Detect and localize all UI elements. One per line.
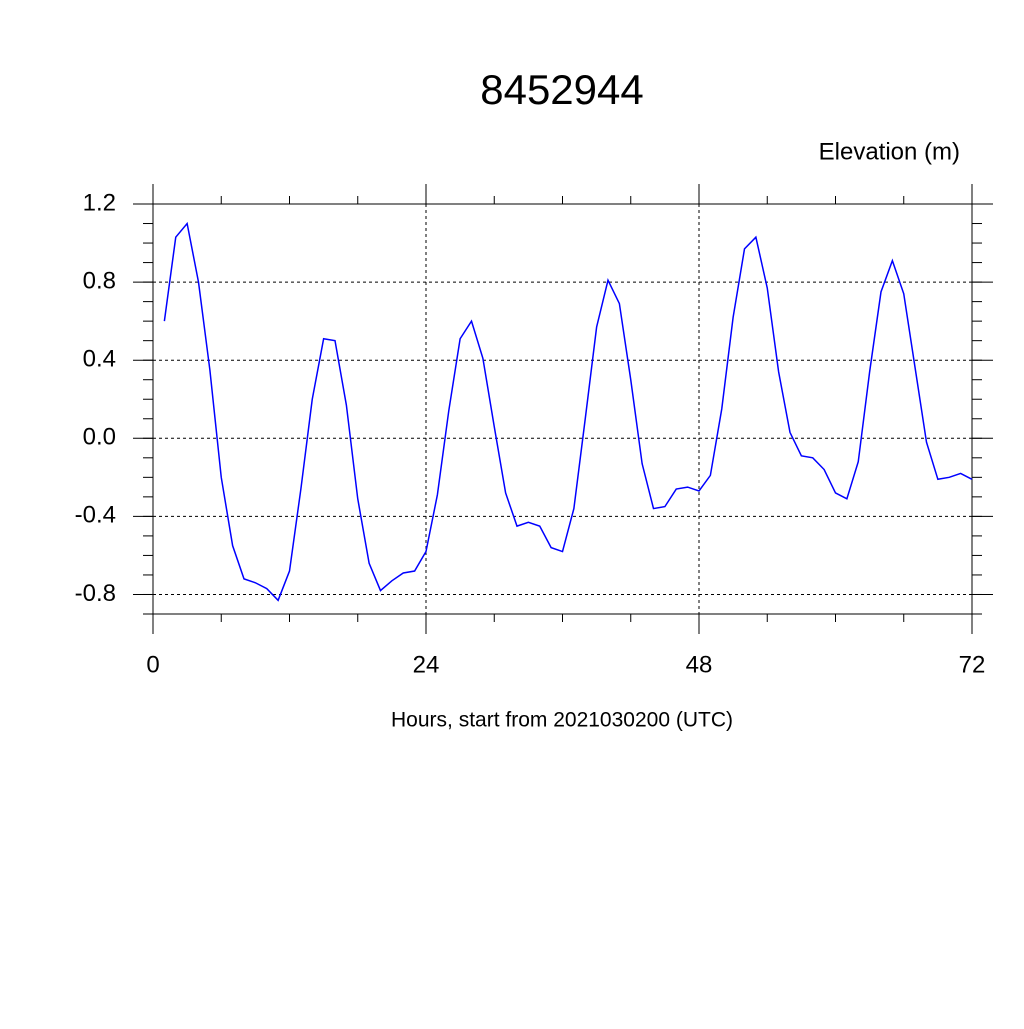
chart-title: 8452944 — [480, 66, 644, 113]
y-tick-label: 0.4 — [83, 346, 116, 373]
y-tick-label: 1.2 — [83, 189, 116, 216]
y-tick-label: 0.8 — [83, 267, 116, 294]
y-axis-label: Elevation (m) — [819, 138, 960, 165]
y-tick-label: 0.0 — [83, 424, 116, 451]
y-tick-label: -0.8 — [75, 580, 116, 607]
x-tick-label: 24 — [413, 651, 440, 678]
x-tick-label: 0 — [146, 651, 159, 678]
y-tick-label: -0.4 — [75, 502, 116, 529]
x-tick-label: 72 — [959, 651, 986, 678]
x-axis-label: Hours, start from 2021030200 (UTC) — [391, 709, 733, 732]
plot-frame — [152, 203, 973, 615]
x-tick-label: 48 — [686, 651, 713, 678]
data-line — [163, 221, 973, 602]
